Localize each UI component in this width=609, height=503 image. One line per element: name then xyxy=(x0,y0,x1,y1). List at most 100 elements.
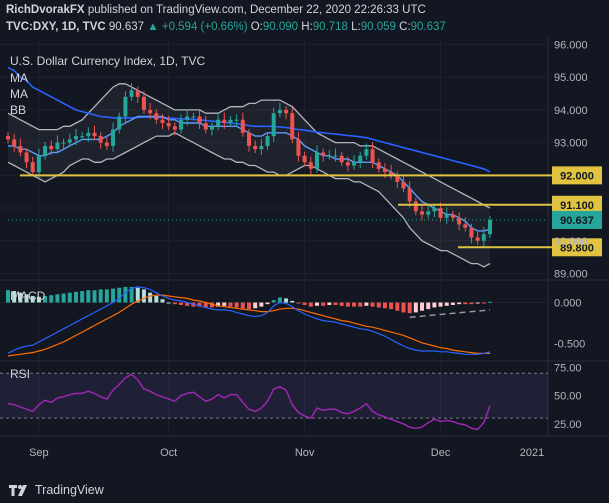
candle-body xyxy=(253,145,258,150)
macd-histogram-bar xyxy=(389,302,394,310)
candle-body xyxy=(247,132,251,146)
level-price-label: 92.000 xyxy=(560,170,594,182)
macd-histogram-bar xyxy=(160,299,165,303)
high-value: 90.718 xyxy=(312,21,348,33)
candle-body xyxy=(457,217,462,225)
candle-body xyxy=(12,139,17,146)
candle-body xyxy=(148,109,153,114)
macd-histogram-bar xyxy=(475,302,480,304)
candle-body xyxy=(481,234,486,241)
macd-histogram-bar xyxy=(265,302,270,305)
price-axis-tick: 89.000 xyxy=(554,268,588,280)
candle-body xyxy=(302,155,307,163)
time-axis-tick: Sep xyxy=(29,447,49,459)
candle-body xyxy=(18,145,23,153)
open-value: 90.090 xyxy=(262,21,299,33)
candle-body xyxy=(240,119,245,133)
rsi-band-fill xyxy=(0,373,548,419)
macd-histogram-bar xyxy=(284,298,289,303)
macd-histogram-bar xyxy=(129,286,134,303)
candle-body xyxy=(426,211,431,215)
macd-histogram-bar xyxy=(444,302,449,306)
macd-histogram-bar xyxy=(457,302,462,305)
candle-body xyxy=(36,155,41,173)
candle-body xyxy=(277,109,282,114)
macd-histogram-bar xyxy=(18,292,23,303)
level-price-label: 91.100 xyxy=(560,200,594,212)
macd-histogram-bar xyxy=(259,302,264,307)
candle-body xyxy=(216,119,221,127)
macd-histogram-bar xyxy=(123,286,128,303)
author-name[interactable]: RichDvorakFX xyxy=(6,4,85,16)
price-axis-tick: 93.000 xyxy=(554,138,588,150)
candle-body xyxy=(376,162,381,169)
candle-body xyxy=(166,123,171,127)
candle-body xyxy=(432,208,437,212)
macd-histogram-bar xyxy=(117,287,122,303)
macd-histogram-bar xyxy=(55,294,60,303)
tradingview-logo[interactable]: TradingView xyxy=(8,483,104,497)
candle-body xyxy=(284,109,289,114)
candle-body xyxy=(179,119,184,130)
macd-histogram-bar xyxy=(179,302,184,305)
candle-body xyxy=(463,224,468,228)
candle-body xyxy=(290,113,295,140)
candle-body xyxy=(92,132,97,137)
candle-body xyxy=(129,90,134,97)
candle-body xyxy=(61,142,66,144)
macd-histogram-bar xyxy=(222,302,227,306)
time-axis-tick: Oct xyxy=(160,447,177,459)
last-price: 90.637 xyxy=(108,21,145,33)
candle-body xyxy=(382,168,387,173)
macd-histogram-bar xyxy=(61,293,66,303)
tradingview-brand: TradingView xyxy=(35,483,104,497)
candle-body xyxy=(123,96,128,117)
macd-histogram-bar xyxy=(420,302,425,311)
candle-body xyxy=(135,90,140,97)
macd-histogram-bar xyxy=(166,302,171,304)
moving-average-slow-line xyxy=(7,66,491,173)
candle-body xyxy=(450,214,455,218)
macd-histogram-bar xyxy=(30,295,35,303)
candle-body xyxy=(141,96,146,110)
macd-histogram-bar xyxy=(302,302,307,305)
candle-body xyxy=(345,162,350,166)
macd-histogram-bar xyxy=(327,302,332,305)
low-value: 90.059 xyxy=(360,21,396,33)
symbol-info: TVC:DXY, 1D, TVC 90.637 ▲ +0.594 (+0.66%… xyxy=(6,21,446,33)
candle-body xyxy=(197,116,202,124)
macd-histogram-bar xyxy=(290,300,295,303)
macd-histogram-bar xyxy=(450,302,455,305)
macd-histogram-bar xyxy=(395,302,400,311)
macd-histogram-bar xyxy=(92,290,97,303)
time-axis-tick: 2021 xyxy=(520,447,544,459)
macd-histogram-bar xyxy=(49,295,54,303)
macd-histogram-bar xyxy=(352,302,357,307)
candle-body xyxy=(438,208,443,218)
publish-info: RichDvorakFX published on TradingView.co… xyxy=(6,4,426,16)
indicator-legend-label: BB xyxy=(10,103,26,117)
macd-trendline xyxy=(409,309,491,319)
macd-histogram-bar xyxy=(203,302,208,308)
candle-body xyxy=(191,116,196,118)
bollinger-band-fill xyxy=(8,83,490,267)
candle-body xyxy=(172,126,177,130)
time-axis-tick: Dec xyxy=(431,447,451,459)
macd-histogram-bar xyxy=(172,302,177,305)
macd-axis-tick: 0.000 xyxy=(554,298,582,310)
rsi-line xyxy=(7,373,491,431)
candle-body xyxy=(321,152,326,156)
macd-histogram-bar xyxy=(358,302,363,307)
close-value: 90.637 xyxy=(410,21,446,33)
candle-body xyxy=(389,172,394,176)
macd-histogram-bar xyxy=(185,302,190,306)
macd-histogram-bar xyxy=(98,289,103,303)
candle-body xyxy=(222,119,227,124)
macd-histogram-bar xyxy=(6,290,10,303)
price-axis-tick: 96.000 xyxy=(554,40,588,52)
macd-histogram-bar xyxy=(481,302,486,304)
candle-body xyxy=(352,162,357,166)
candle-body xyxy=(401,181,406,189)
macd-histogram-bar xyxy=(469,302,474,305)
macd-histogram-bar xyxy=(463,302,468,305)
